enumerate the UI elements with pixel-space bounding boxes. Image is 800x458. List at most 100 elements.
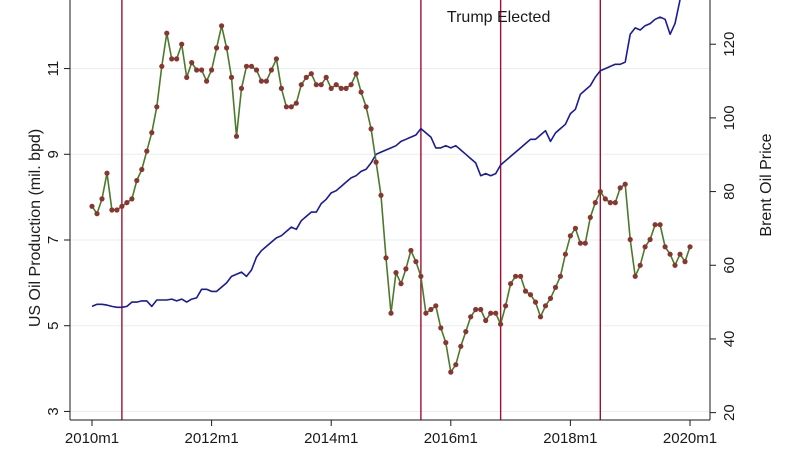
price-point bbox=[89, 203, 95, 209]
price-point bbox=[348, 82, 354, 88]
axis-labels: 3 5 7 9 11 20 40 60 80 100 120 2010m1 2012m1 2014m1 20… bbox=[45, 32, 738, 447]
price-point bbox=[323, 74, 329, 80]
price-point bbox=[662, 244, 668, 250]
price-point bbox=[612, 200, 618, 206]
price-point bbox=[288, 104, 294, 110]
price-point bbox=[224, 45, 230, 51]
price-point bbox=[537, 314, 544, 320]
price-point bbox=[527, 292, 534, 298]
price-point bbox=[214, 45, 220, 51]
price-point bbox=[283, 104, 289, 110]
price-point bbox=[343, 85, 349, 91]
price-point bbox=[518, 273, 524, 279]
price-point bbox=[393, 270, 399, 276]
price-point bbox=[353, 71, 359, 77]
price-point bbox=[423, 310, 429, 316]
price-point bbox=[562, 251, 569, 257]
price-point bbox=[403, 266, 409, 272]
price-point bbox=[522, 288, 529, 294]
price-point bbox=[483, 317, 489, 324]
annotation-trump-elected: Trump Elected bbox=[447, 9, 550, 26]
price-point bbox=[144, 148, 150, 154]
price-point bbox=[199, 67, 205, 73]
price-point bbox=[124, 200, 130, 206]
price-point bbox=[478, 306, 484, 313]
price-point bbox=[657, 222, 663, 228]
price-point bbox=[498, 321, 504, 327]
price-point bbox=[458, 343, 464, 349]
price-point bbox=[219, 23, 225, 29]
price-point bbox=[552, 284, 559, 290]
y-right-tick-label: 120 bbox=[721, 32, 738, 57]
y-right-tick-label: 60 bbox=[721, 257, 738, 274]
price-point bbox=[248, 63, 255, 69]
price-point bbox=[378, 192, 384, 198]
price-point bbox=[209, 67, 215, 73]
price-point bbox=[398, 281, 404, 287]
price-point bbox=[308, 71, 314, 77]
price-point bbox=[134, 177, 140, 184]
price-point bbox=[99, 196, 105, 202]
price-point bbox=[154, 104, 160, 110]
price-point bbox=[263, 78, 269, 84]
price-point bbox=[433, 303, 439, 309]
price-point bbox=[338, 85, 344, 91]
price-point bbox=[667, 251, 673, 257]
price-point bbox=[592, 200, 598, 206]
price-point bbox=[104, 170, 110, 176]
price-point bbox=[632, 273, 638, 279]
price-point bbox=[383, 255, 389, 261]
price-point bbox=[542, 303, 549, 309]
price-point bbox=[468, 314, 474, 320]
event-lines bbox=[121, 0, 601, 420]
price-point bbox=[493, 310, 499, 316]
price-point bbox=[532, 299, 539, 305]
price-point bbox=[303, 74, 309, 80]
price-point bbox=[418, 273, 424, 279]
x-tick-label: 2014m1 bbox=[304, 430, 358, 447]
price-point bbox=[687, 244, 693, 250]
y-left-tick-label: 3 bbox=[45, 407, 62, 415]
price-point bbox=[622, 181, 628, 187]
price-point bbox=[572, 225, 579, 231]
price-point bbox=[503, 303, 509, 309]
price-point bbox=[363, 104, 369, 110]
price-point bbox=[253, 67, 260, 73]
price-point bbox=[129, 196, 135, 202]
price-point bbox=[682, 259, 688, 265]
price-point bbox=[328, 85, 334, 91]
price-point bbox=[313, 82, 319, 88]
price-point bbox=[428, 306, 434, 313]
price-point bbox=[179, 41, 185, 47]
price-point bbox=[567, 233, 574, 239]
price-point bbox=[652, 222, 658, 228]
price-point bbox=[602, 196, 608, 202]
price-point bbox=[293, 100, 299, 106]
price-point bbox=[184, 74, 190, 80]
y-axis-left-title: US Oil Production (mil. bpd) bbox=[27, 129, 44, 327]
price-point bbox=[488, 310, 494, 316]
y-right-tick-label: 80 bbox=[721, 183, 738, 200]
price-point bbox=[278, 85, 284, 91]
price-point bbox=[368, 126, 374, 132]
price-point bbox=[513, 273, 519, 279]
price-point bbox=[238, 85, 245, 91]
price-point bbox=[204, 78, 210, 84]
price-point bbox=[597, 189, 603, 195]
price-point bbox=[388, 310, 394, 316]
price-point bbox=[318, 82, 324, 88]
y-left-tick-label: 5 bbox=[45, 322, 62, 330]
x-tick-label: 2018m1 bbox=[543, 430, 597, 447]
price-point bbox=[582, 240, 588, 246]
price-point bbox=[637, 262, 643, 268]
price-point bbox=[333, 82, 339, 88]
price-point bbox=[547, 295, 554, 301]
price-point bbox=[149, 130, 155, 136]
price-point bbox=[94, 211, 100, 217]
price-point bbox=[557, 273, 564, 279]
price-point bbox=[607, 200, 613, 206]
price-point bbox=[448, 369, 454, 375]
y-left-tick-label: 11 bbox=[45, 61, 62, 77]
x-tick-label: 2012m1 bbox=[184, 430, 238, 447]
